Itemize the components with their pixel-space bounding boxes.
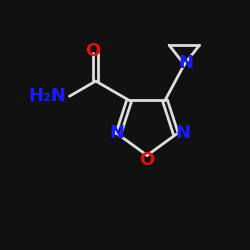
Text: O: O (140, 150, 155, 168)
Text: N: N (178, 54, 193, 72)
Text: O: O (85, 42, 100, 60)
Text: N: N (109, 124, 124, 142)
Text: H₂N: H₂N (29, 87, 67, 105)
Text: N: N (176, 124, 190, 142)
